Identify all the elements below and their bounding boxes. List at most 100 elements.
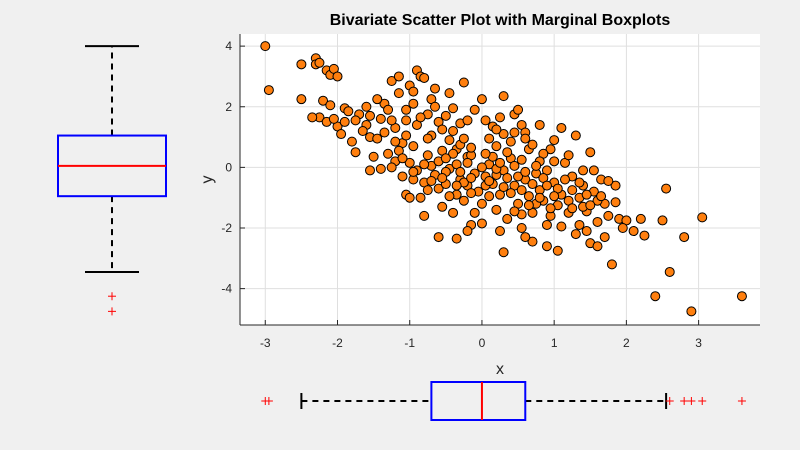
scatter-point [505,188,516,199]
x-outlier-marker [680,397,689,405]
scatter-point [408,86,419,97]
scatter-point [408,141,419,152]
scatter-point [585,147,596,158]
scatter-point [448,103,459,114]
scatter-point [603,210,614,221]
scatter-point [549,135,560,146]
scatter-point [263,85,274,96]
scatter-point [469,104,480,115]
x-tick-label: 1 [551,336,558,350]
scatter-point [476,94,487,105]
scatter-point [484,176,495,187]
scatter-point [444,135,455,146]
scatter-point [430,101,440,112]
scatter-point [480,148,491,159]
x-outlier-marker [687,397,696,405]
scatter-point [462,115,473,126]
scatter-point [426,176,437,187]
scatter-point [451,233,462,244]
scatter-point [581,189,592,200]
tick-labels: -3 -2 -1 0 1 2 3 -4 -2 0 2 4 [221,39,702,350]
scatter-point [556,122,567,133]
scatter-point [375,163,386,174]
scatter-point [336,129,347,140]
scatter-point [509,160,520,171]
scatter-point [339,116,350,127]
scatter-point [390,136,401,147]
scatter-point [657,215,668,226]
y-outlier-marker [108,292,116,301]
scatter-point [448,148,459,159]
scatter-point [498,182,509,193]
scatter-point [502,147,513,158]
scatter-point [650,291,661,302]
scatter-point [498,247,509,258]
scatter-point [393,88,404,99]
scatter-point [408,98,419,109]
x-tick-label: 2 [623,336,630,350]
scatter-point [498,91,509,102]
scatter-point [408,166,419,177]
scatter-point [495,157,505,168]
x-axis-label: x [496,361,504,378]
scatter-point [397,153,408,164]
scatter-point [552,245,563,256]
scatter-point [527,139,538,150]
scatter-point [516,223,527,233]
scatter-point [296,59,307,70]
scatter-point [440,110,451,121]
scatter-point [574,177,585,188]
scatter-point [357,126,368,136]
scatter-point [603,176,614,187]
scatter-point [527,179,538,190]
x-box [430,381,527,421]
scatter-point [328,113,339,124]
scatter-point [541,180,552,191]
scatter-point [343,106,354,117]
x-outlier-marker [665,397,674,405]
scatter-point [422,185,433,196]
scatter-point [401,104,412,115]
scatter-point [437,124,448,135]
scatter-point [567,185,578,196]
x-outlier-marker [737,397,746,405]
scatter-point [697,212,708,223]
scatter-point [462,226,473,237]
x-outlier-marker [264,397,273,405]
scatter-point [556,221,567,232]
scatter-point [541,219,552,230]
scatter-point [365,165,375,176]
scatter-point [502,213,513,224]
scatter-point [375,113,386,124]
scatter-point [516,185,527,196]
scatter-point [433,183,444,194]
scatter-point [534,119,545,130]
scatter-point [458,195,469,206]
scatter-point [491,204,502,215]
scatter-point [563,150,574,161]
scatter-point [397,171,408,182]
scatter-point [578,165,589,176]
scatter-point [458,133,469,144]
scatter-point [433,232,444,243]
scatter-point [466,188,477,199]
scatter-point [419,72,430,83]
scatter-point [476,198,487,209]
scatter-point [664,266,675,277]
scatter-point [661,183,672,194]
scatter-point [606,259,617,270]
scatter-point [401,115,412,126]
scatter-point [350,115,361,126]
scatter-point [383,104,394,115]
scatter-point [480,115,491,126]
scatter-point [350,147,361,158]
scatter-point [498,129,509,140]
scatter-point [419,159,430,170]
scatter-point [386,162,397,173]
scatter-point [314,57,325,68]
scatter-point [628,226,639,237]
scatter-point [541,241,552,252]
scatter-point [686,306,697,317]
